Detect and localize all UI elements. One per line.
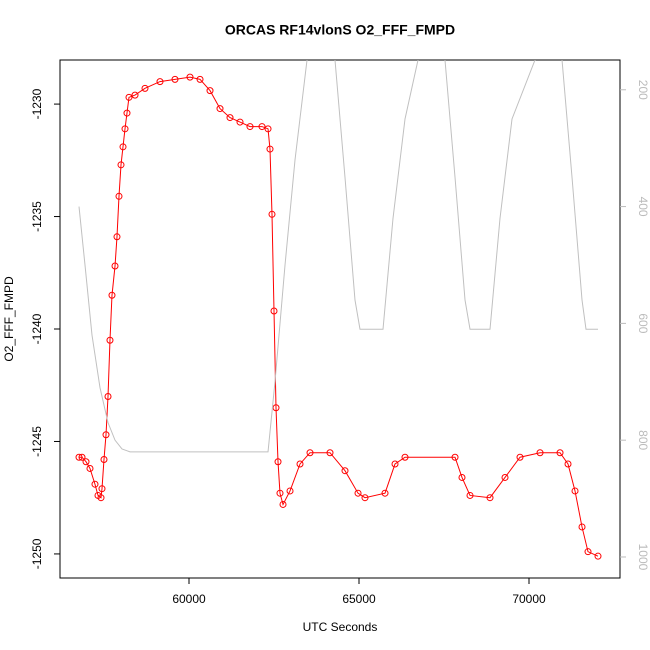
point bbox=[123, 109, 131, 117]
point bbox=[141, 84, 149, 92]
point bbox=[501, 473, 509, 481]
point bbox=[104, 392, 112, 400]
point bbox=[391, 460, 399, 468]
point bbox=[556, 449, 564, 457]
point bbox=[266, 145, 274, 153]
y-tick-label: -1250 bbox=[30, 538, 44, 569]
y-tick-label: -1245 bbox=[30, 426, 44, 457]
point bbox=[131, 91, 139, 99]
series-line bbox=[79, 76, 599, 557]
point bbox=[113, 233, 121, 241]
point bbox=[354, 489, 362, 497]
point bbox=[196, 75, 204, 83]
point bbox=[121, 125, 129, 133]
point bbox=[381, 489, 389, 497]
point bbox=[117, 161, 125, 169]
point bbox=[276, 489, 284, 497]
chart-title: ORCAS RF14vlonS O2_FFF_FMPD bbox=[225, 22, 455, 38]
point bbox=[171, 75, 179, 83]
point bbox=[226, 114, 234, 122]
y-tick-label: -1230 bbox=[30, 88, 44, 119]
point bbox=[486, 494, 494, 502]
point bbox=[97, 494, 105, 502]
y2-tick-label: 600 bbox=[636, 313, 650, 333]
series-line bbox=[78, 60, 599, 453]
point bbox=[216, 105, 224, 113]
y-tick-label: -1240 bbox=[30, 313, 44, 344]
point bbox=[102, 431, 110, 439]
point bbox=[125, 93, 133, 101]
point bbox=[306, 449, 314, 457]
point bbox=[108, 291, 116, 299]
point bbox=[119, 143, 127, 151]
point bbox=[584, 548, 592, 556]
point bbox=[236, 118, 244, 126]
point bbox=[82, 458, 90, 466]
point bbox=[91, 480, 99, 488]
point bbox=[156, 78, 164, 86]
x-tick-label: 60000 bbox=[172, 592, 206, 606]
y-axis-label: O2_FFF_FMPD bbox=[2, 276, 16, 362]
y-tick-label: -1235 bbox=[30, 201, 44, 232]
point bbox=[594, 552, 602, 560]
point bbox=[341, 467, 349, 475]
x-axis-label: UTC Seconds bbox=[303, 620, 378, 634]
y2-tick-label: 400 bbox=[636, 197, 650, 217]
point bbox=[86, 464, 94, 472]
point bbox=[458, 473, 466, 481]
point bbox=[466, 491, 474, 499]
point bbox=[106, 336, 114, 344]
point bbox=[326, 449, 334, 457]
point bbox=[272, 404, 280, 412]
point bbox=[296, 460, 304, 468]
point bbox=[571, 487, 579, 495]
point bbox=[98, 485, 106, 493]
x-tick-label: 70000 bbox=[512, 592, 546, 606]
point bbox=[206, 87, 214, 95]
point bbox=[186, 73, 194, 81]
point bbox=[268, 210, 276, 218]
point bbox=[100, 455, 108, 463]
plot-frame bbox=[59, 59, 621, 579]
point bbox=[279, 500, 287, 508]
point bbox=[78, 453, 86, 461]
plot-area bbox=[75, 60, 602, 560]
y2-tick-label: 1000 bbox=[636, 544, 650, 571]
point bbox=[536, 449, 544, 457]
point bbox=[258, 123, 266, 131]
point bbox=[361, 494, 369, 502]
point bbox=[451, 453, 459, 461]
point bbox=[564, 460, 572, 468]
point bbox=[274, 458, 282, 466]
x-tick-label: 65000 bbox=[342, 592, 376, 606]
point bbox=[246, 123, 254, 131]
point bbox=[401, 453, 409, 461]
point bbox=[264, 125, 272, 133]
point bbox=[286, 487, 294, 495]
point bbox=[270, 307, 278, 315]
y2-tick-label: 800 bbox=[636, 430, 650, 450]
point bbox=[75, 453, 83, 461]
point bbox=[516, 453, 524, 461]
point bbox=[578, 523, 586, 531]
y2-tick-label: 200 bbox=[636, 80, 650, 100]
point bbox=[111, 262, 119, 270]
point bbox=[115, 192, 123, 200]
